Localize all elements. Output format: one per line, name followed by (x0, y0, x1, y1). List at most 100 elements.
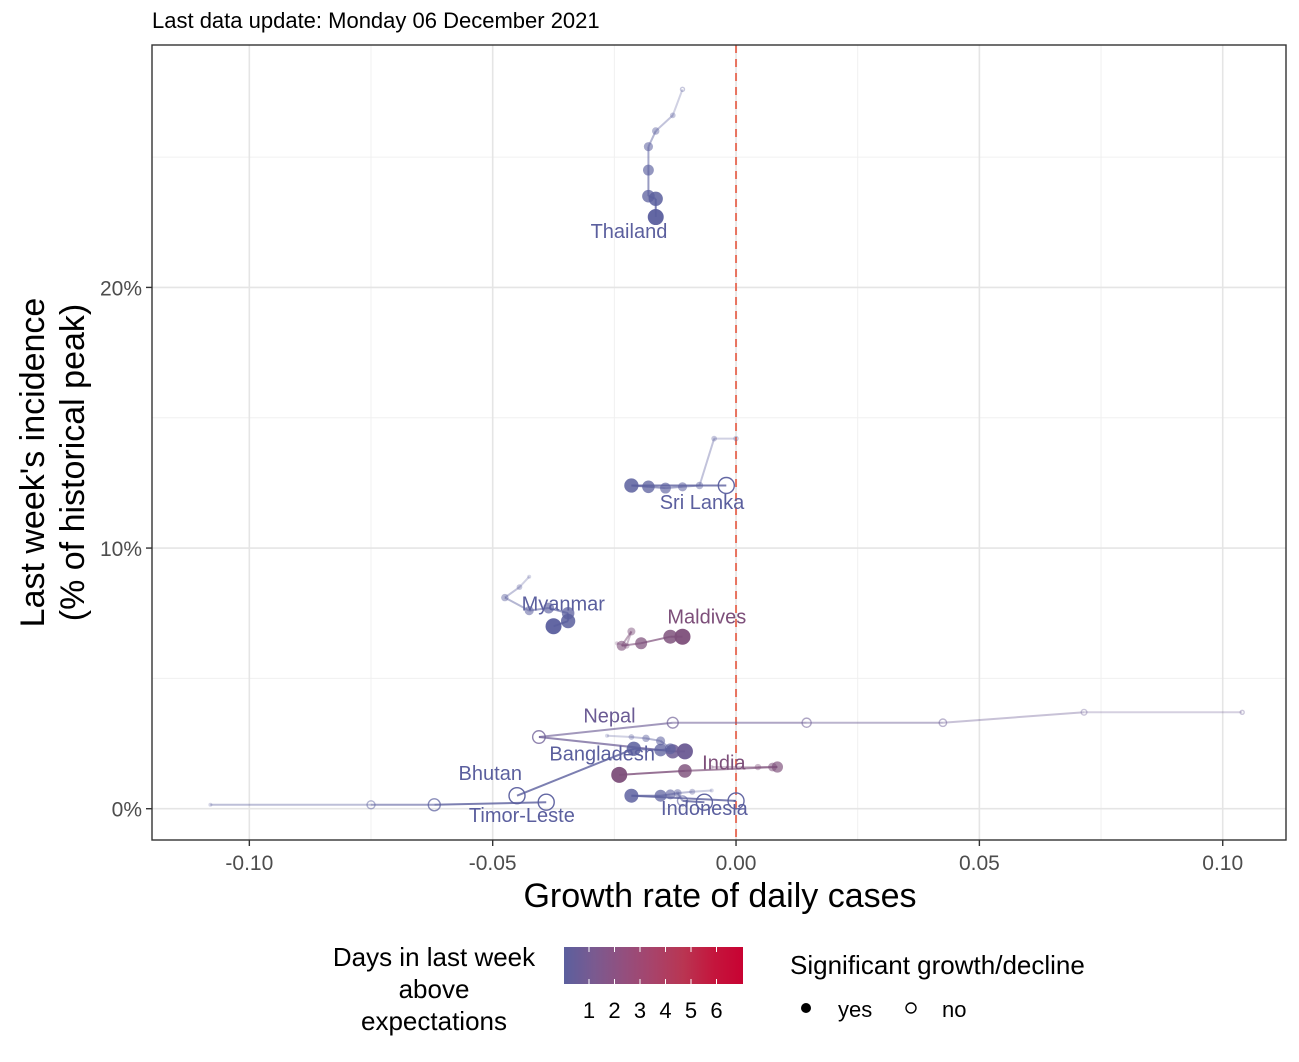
series-bangladesh: Bangladesh (508, 733, 676, 805)
color-legend-label: 3 (634, 998, 646, 1023)
data-point (678, 764, 692, 778)
data-point (1239, 709, 1245, 715)
series-bhutan: Bhutan (208, 763, 555, 812)
data-point (652, 127, 660, 135)
data-point (611, 766, 628, 783)
data-point (560, 613, 576, 629)
data-point (527, 574, 532, 579)
data-point (695, 481, 704, 490)
legend-no-label: no (942, 997, 966, 1022)
trajectory-segment (607, 734, 632, 739)
data-point (679, 86, 686, 93)
data-point (656, 736, 666, 746)
data-point (677, 482, 688, 492)
trajectory-segment (684, 766, 778, 772)
data-point (654, 789, 667, 802)
data-point (669, 112, 676, 119)
series-myanmar: Myanmar (501, 574, 606, 635)
data-point (676, 795, 689, 807)
trajectory-segment (671, 88, 684, 116)
data-point (643, 164, 654, 176)
country-label: Thailand (591, 221, 668, 243)
data-point (605, 733, 610, 738)
shape-legend-title: Significant growth/decline (790, 950, 1085, 980)
trajectory-segment (434, 801, 547, 806)
x-tick-label: 0.10 (1202, 852, 1243, 875)
country-label: Myanmar (522, 594, 606, 616)
series-indonesia: Indonesia (624, 788, 749, 820)
data-point (709, 765, 714, 770)
data-point (626, 741, 641, 756)
data-point (673, 789, 682, 798)
data-point (647, 209, 664, 226)
x-tick-label: -0.05 (469, 852, 517, 875)
data-point (660, 482, 671, 494)
data-point (531, 730, 546, 745)
color-legend-title: expectations (361, 1006, 507, 1036)
legend-yes-marker (801, 1003, 811, 1013)
plot-area: Thailand Sri Lanka Myanmar Maldives Nepal Ban… (152, 45, 1286, 840)
country-label: Maldives (667, 607, 746, 629)
y-axis-title-line: Last week's incidence (14, 298, 52, 628)
color-legend-label: 2 (608, 998, 620, 1023)
data-point (648, 191, 663, 206)
data-point (664, 743, 676, 755)
data-point (674, 628, 691, 645)
data-point (616, 640, 627, 651)
data-point (427, 798, 441, 812)
data-point (537, 793, 555, 811)
trajectory-segment (677, 790, 693, 795)
trajectory-segment (504, 586, 521, 599)
data-point (733, 435, 739, 442)
y-axis-title: Last week's incidence (% of historical pe… (14, 298, 92, 628)
data-point (642, 734, 650, 743)
series-timor-leste: Timor-Leste (469, 791, 714, 827)
x-tick-label: 0.05 (959, 852, 1000, 875)
data-point (642, 480, 655, 494)
x-tick-label: 0.00 (716, 852, 757, 875)
trajectory-segment (655, 114, 674, 132)
legend-yes-label: yes (838, 997, 872, 1022)
data-point (771, 761, 784, 773)
data-point (938, 718, 948, 728)
trajectory-segment (692, 789, 712, 793)
chart-subtitle: Last data update: Monday 06 December 202… (152, 8, 600, 33)
country-label: Bangladesh (549, 744, 655, 766)
x-axis-title: Growth rate of daily cases (523, 877, 916, 915)
data-point (628, 734, 635, 740)
trajectory-segment (619, 769, 685, 776)
x-tick-label: -0.10 (225, 852, 273, 875)
trajectory-segment (504, 596, 530, 612)
data-point (516, 584, 523, 591)
color-legend-label: 4 (659, 998, 671, 1023)
y-tick-label: 10% (100, 538, 142, 561)
data-point (524, 606, 534, 616)
data-point (643, 142, 654, 152)
trajectory-segment (516, 747, 635, 797)
data-point (543, 602, 555, 614)
data-point (501, 593, 509, 602)
data-point (663, 629, 678, 644)
shape-legend: Significant growth/decline yes no (790, 950, 1085, 1022)
data-point (208, 802, 213, 807)
country-label: Indonesia (661, 798, 749, 820)
data-point (666, 716, 679, 729)
data-point (676, 743, 693, 760)
trajectory-segment (682, 799, 705, 804)
color-legend-title: above (399, 974, 470, 1004)
data-point (654, 743, 667, 757)
trajectory-segment (698, 438, 716, 486)
data-point (624, 788, 639, 803)
country-label: Sri Lanka (660, 492, 745, 514)
data-point (624, 478, 639, 493)
data-point (717, 476, 736, 495)
plot-background (152, 45, 1286, 840)
series-thailand: Thailand (591, 86, 686, 243)
data-point (665, 789, 676, 800)
data-point (695, 793, 714, 811)
series-nepal: Nepal (531, 706, 1245, 760)
data-point (635, 637, 648, 650)
legend-no-marker (905, 1002, 917, 1014)
